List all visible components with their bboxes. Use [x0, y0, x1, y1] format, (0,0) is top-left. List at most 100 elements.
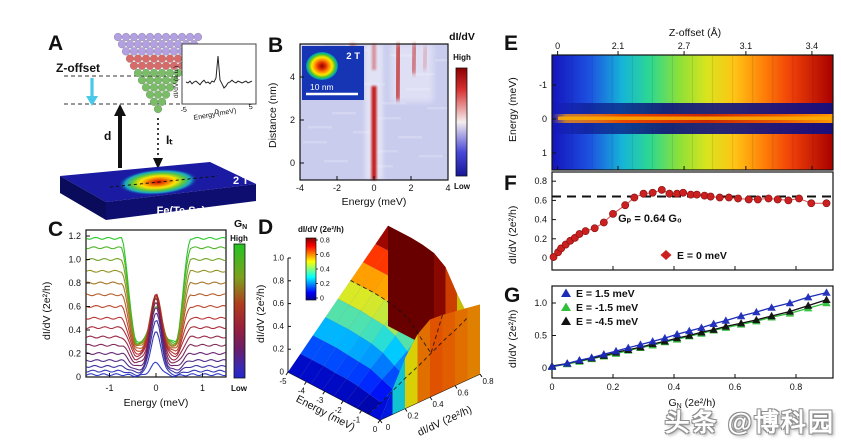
f-data-point [764, 194, 773, 203]
b-coherence-streak-right1 [393, 43, 403, 101]
tip-atom [137, 32, 147, 42]
tip-atom [149, 40, 159, 49]
tip-atom [117, 40, 127, 49]
b-colorbar-title: dI/dV [449, 31, 475, 43]
b-xtick-label: 2 [408, 183, 413, 193]
f-data-point [621, 201, 630, 210]
d-ytick-mark [404, 408, 408, 412]
tip-atom [161, 76, 171, 85]
tip-atom [165, 40, 175, 49]
tip-atom [113, 32, 123, 42]
d-xtick-label: -1 [353, 415, 361, 424]
f-data-point [630, 193, 639, 202]
g-triangle-marker [672, 330, 682, 338]
d-front-face [392, 358, 405, 415]
b-noise [435, 59, 459, 62]
tip-atom [133, 40, 143, 49]
distance-d-label: d [104, 129, 111, 143]
panel-d: 0.8 0.6 0.4 0.2 0 0 0.2 0.4 0.6 0.8 1.0 -5 -4 -3 -2 -1 0… [250, 208, 502, 440]
panel-g-svg: 0 0.5 1.0 0 0.2 0.4 0.6 0.8 G dI/dV (2e²/h) GN … [504, 284, 834, 410]
g-legend-triangle-black-icon [561, 316, 571, 325]
d-ytick-label: 0.4 [432, 400, 444, 409]
d-cbar-tick-label: 0.6 [320, 252, 330, 259]
b-xtick-label: -2 [333, 183, 341, 193]
tip-atom [161, 90, 171, 99]
f-data-point [599, 218, 608, 227]
g-triangle-marker [767, 311, 776, 320]
f-data-point [795, 194, 803, 203]
f-legend-diamond-icon [660, 250, 672, 260]
tip-atom [145, 61, 155, 70]
tip-atom [149, 97, 159, 106]
d-zlabel: dI/dV (2e²/h) [255, 285, 267, 343]
c-xtick-label: 1 [200, 383, 205, 393]
f-data-point [724, 193, 733, 202]
f-data-point [648, 188, 657, 197]
b-inset-scalebar-label: 10 nm [310, 82, 334, 92]
field-label: 2 T [233, 175, 249, 187]
e-xtick-label: 0 [555, 41, 560, 51]
e-xtick-label: 2.7 [678, 41, 691, 51]
d-right-face [388, 225, 400, 332]
tip-atom [173, 54, 183, 63]
d-front-face [405, 334, 418, 409]
tip-atom [137, 47, 147, 56]
b-noise [300, 44, 324, 47]
e-xtick-label: 3.1 [740, 41, 753, 51]
e-gap-band-top [552, 103, 833, 114]
g-xtick-label: 0.4 [668, 382, 681, 392]
b-colorbar-low: Low [454, 182, 471, 191]
d-ztick-label: 0.8 [273, 276, 285, 285]
c-spectrum-curve [86, 294, 227, 355]
e-xtick-label: 3.4 [806, 41, 819, 51]
d-ytick-label: 0.8 [482, 377, 494, 386]
g-triangle-marker [547, 362, 557, 370]
f-data-point [753, 195, 762, 204]
d-ytick-mark [379, 419, 383, 424]
f-data-point [549, 253, 558, 261]
d-ytick-mark [429, 396, 433, 401]
g-triangle-marker [822, 288, 831, 296]
c-spectrum-curve [86, 331, 226, 377]
tip-atom [153, 32, 163, 42]
b-ytick-label: 0 [290, 158, 295, 168]
panel-c-svg: 00.20.40.60.81.01.2-1 0 1 C dI/dV (2e²/h) … [41, 218, 248, 409]
d-xtick-mark [303, 381, 307, 385]
tip-atom [153, 104, 163, 114]
g-xlabel-pre: G [668, 397, 676, 409]
d-front-face [467, 304, 480, 380]
f-legend-label: E = 0 meV [677, 250, 727, 262]
f-data-point [639, 189, 648, 198]
b-noise [419, 155, 443, 158]
g-triangle-marker [563, 359, 572, 367]
inset-xtick: -5 [180, 107, 187, 115]
tip-atom [157, 83, 167, 92]
tip-atom [149, 54, 159, 63]
panel-d-letter: D [258, 216, 273, 239]
panel-f-letter: F [504, 172, 517, 195]
panel-d-graphics: 0.80.60.40.2000.20.40.60.81.0-5-4-3-2-10… [273, 225, 494, 434]
f-data-point [692, 190, 701, 199]
d-cbar-tick-label: 0.4 [320, 267, 330, 274]
b-noise [377, 117, 401, 120]
g-triangle-marker [822, 295, 831, 303]
tip-atom [153, 47, 163, 56]
g-ytick-label: 0 [542, 363, 547, 373]
b-colorbar [455, 67, 468, 177]
d-xtick-mark [377, 419, 381, 424]
d-arrowhead-icon [114, 104, 126, 116]
tip-atom [129, 32, 139, 42]
inset-xtick: 0 [214, 109, 219, 117]
f-ytick-label: 0.2 [534, 234, 547, 244]
c-spectrum-curve [86, 307, 226, 367]
g-ytick-label: 1.0 [534, 298, 547, 308]
e-zero-bias-core [558, 116, 831, 120]
z-offset-label: Z-offset [56, 61, 100, 75]
f-data-point [822, 199, 831, 208]
g-triangle-marker [685, 331, 694, 339]
c-ytick-label: 0.6 [68, 302, 81, 312]
g-triangle-marker [804, 301, 813, 309]
g-triangle-marker [648, 337, 657, 345]
tip-atom [165, 68, 175, 78]
b-noise [374, 150, 398, 153]
